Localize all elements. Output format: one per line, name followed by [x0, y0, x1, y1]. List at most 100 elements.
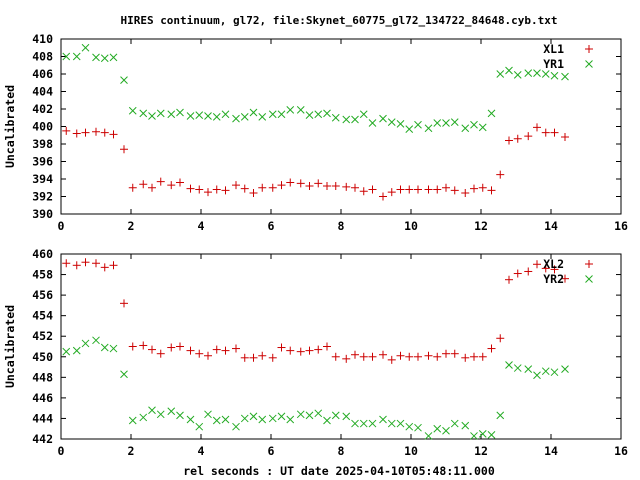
- data-point-yr1: [541, 70, 550, 78]
- data-point-xl1: [156, 177, 165, 186]
- legend-marker: [585, 260, 593, 268]
- data-point-yr2: [204, 410, 212, 419]
- data-point-xl1: [351, 183, 359, 192]
- data-point-xl1: [120, 145, 128, 154]
- data-point-yr2: [62, 347, 71, 356]
- data-point-xl2: [176, 342, 184, 351]
- x-tick-label: 16: [614, 219, 628, 233]
- data-point-yr1: [221, 110, 230, 119]
- data-point-yr2: [212, 416, 221, 425]
- data-point-yr1: [359, 110, 368, 119]
- data-point-yr1: [120, 76, 128, 84]
- data-point-xl2: [258, 351, 267, 360]
- data-point-xl1: [249, 189, 258, 197]
- data-point-xl2: [195, 349, 204, 358]
- y-tick-label: 400: [32, 120, 53, 134]
- data-point-yr1: [92, 53, 100, 62]
- legend-marker: [585, 60, 593, 68]
- data-point-xl2: [323, 342, 331, 351]
- data-point-xl1: [561, 133, 569, 141]
- data-point-yr1: [167, 110, 176, 119]
- data-point-yr1: [212, 113, 221, 121]
- data-point-yr2: [139, 413, 148, 422]
- data-point-yr1: [387, 118, 396, 126]
- x-tick-label: 12: [474, 444, 488, 458]
- data-point-xl1: [72, 129, 81, 138]
- data-point-yr2: [396, 419, 405, 428]
- x-tick-label: 10: [404, 444, 418, 458]
- lower-panel: 0 2 4 6 8 10 12 14 16 442 444 446 448 450 452 454 456 458…: [3, 247, 628, 458]
- data-point-yr1: [296, 106, 305, 114]
- data-point-yr1: [186, 112, 195, 120]
- data-point-xl2: [296, 347, 305, 356]
- data-point-yr1: [249, 108, 258, 117]
- data-point-xl2: [148, 345, 156, 354]
- data-point-xl1: [533, 123, 541, 132]
- data-point-xl2: [561, 274, 569, 283]
- data-point-xl1: [277, 181, 286, 190]
- data-point-xl1: [100, 128, 109, 137]
- data-point-xl2: [221, 346, 230, 355]
- legend-label: YR2: [543, 272, 564, 286]
- data-point-xl1: [524, 132, 533, 141]
- x-axis-title: rel seconds : UT date 2025-04-10T05:48:1…: [183, 464, 495, 478]
- data-point-xl2: [405, 352, 414, 361]
- x-tick-label: 8: [338, 444, 345, 458]
- data-point-yr1: [286, 106, 295, 114]
- data-point-yr1: [195, 111, 204, 119]
- legend-marker: [585, 45, 593, 53]
- data-point-xl1: [433, 185, 442, 194]
- data-point-xl1: [442, 183, 450, 192]
- data-point-xl1: [461, 189, 470, 197]
- data-point-xl2: [424, 351, 433, 360]
- data-point-xl1: [221, 186, 230, 195]
- data-point-yr1: [323, 109, 331, 118]
- data-point-yr2: [461, 421, 470, 430]
- data-point-yr1: [478, 123, 487, 132]
- data-point-xl2: [414, 352, 422, 361]
- y-tick-label: 394: [32, 172, 53, 186]
- data-point-yr1: [314, 110, 323, 119]
- data-point-yr2: [128, 416, 137, 425]
- data-point-yr2: [533, 371, 541, 380]
- data-point-xl2: [541, 264, 550, 273]
- data-point-xl2: [442, 349, 450, 358]
- data-point-xl1: [541, 128, 550, 137]
- x-tick-label: 2: [128, 219, 135, 233]
- data-point-xl2: [212, 345, 221, 354]
- y-tick-label: 450: [32, 350, 53, 364]
- data-point-yr1: [524, 69, 533, 77]
- data-point-xl2: [478, 352, 487, 361]
- data-point-xl1: [286, 178, 295, 187]
- data-point-xl1: [148, 183, 156, 192]
- data-point-yr2: [505, 361, 513, 369]
- data-point-xl1: [240, 184, 249, 193]
- y-tick-label: 458: [32, 268, 53, 282]
- data-point-yr1: [277, 110, 286, 119]
- data-point-yr2: [240, 414, 249, 423]
- data-point-xl2: [433, 352, 442, 361]
- y-tick-label: 460: [32, 247, 53, 261]
- data-point-yr1: [176, 108, 184, 117]
- data-point-xl2: [139, 341, 148, 350]
- data-point-yr2: [359, 419, 368, 428]
- data-point-xl2: [305, 346, 314, 355]
- data-point-xl1: [505, 136, 513, 145]
- data-point-xl2: [128, 342, 137, 351]
- data-point-xl2: [379, 350, 387, 359]
- data-point-xl1: [81, 128, 90, 137]
- data-point-xl2: [487, 344, 496, 353]
- data-point-xl1: [92, 127, 100, 136]
- data-point-xl1: [405, 185, 414, 194]
- data-point-yr2: [541, 367, 550, 376]
- data-point-xl2: [470, 352, 478, 361]
- data-point-xl2: [387, 355, 396, 364]
- data-point-yr1: [513, 71, 522, 79]
- y-tick-label: 390: [32, 207, 53, 221]
- y-tick-label: 392: [32, 190, 53, 204]
- data-point-xl2: [232, 344, 240, 353]
- data-point-yr2: [120, 370, 128, 379]
- data-point-yr2: [368, 419, 377, 428]
- data-point-yr2: [442, 426, 450, 435]
- data-point-xl1: [424, 185, 433, 194]
